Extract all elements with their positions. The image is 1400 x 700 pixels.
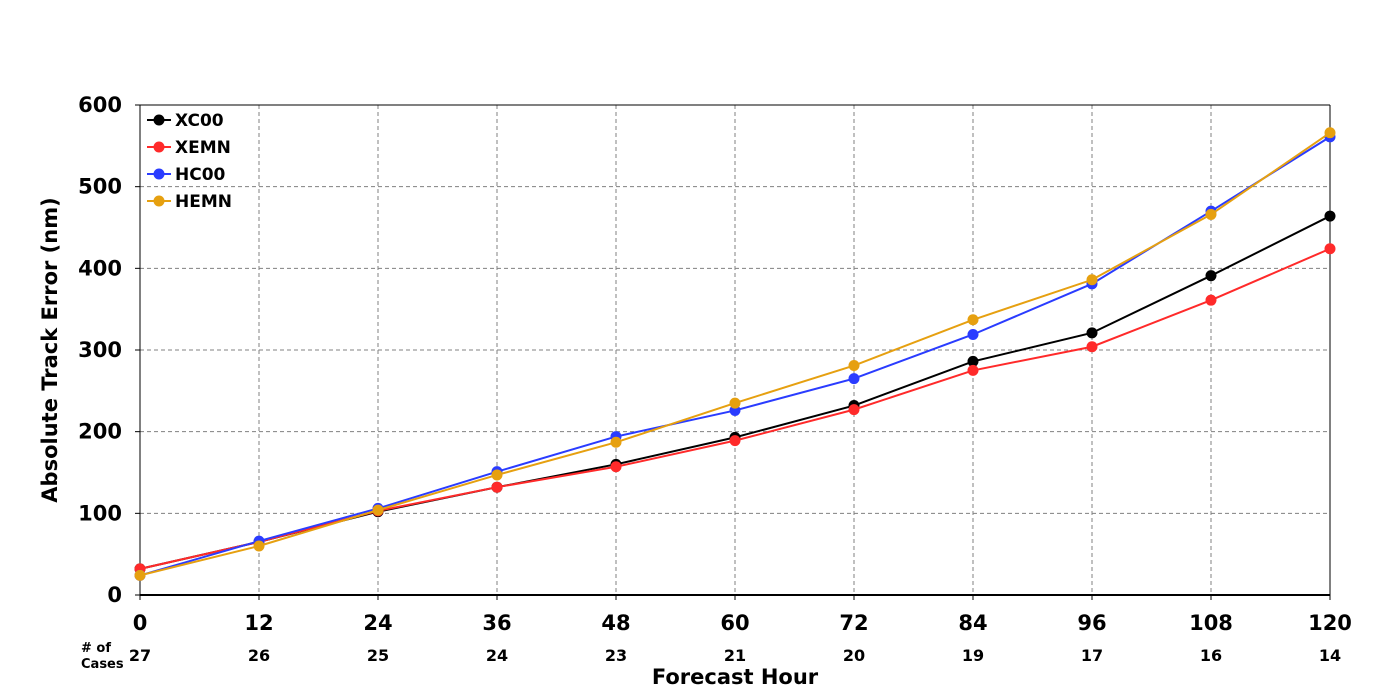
point-xemn-48 <box>610 461 622 473</box>
legend-item-hemn: HEMN <box>147 192 232 212</box>
point-hemn-72 <box>848 360 860 372</box>
case-count-9: 16 <box>1200 646 1222 665</box>
x-axis-title: Forecast Hour <box>652 665 819 689</box>
series-line-hc00 <box>139 136 1331 577</box>
x-tick-label-5: 60 <box>720 611 749 635</box>
point-hemn-0 <box>134 569 146 581</box>
legend-marker-hemn <box>153 195 165 207</box>
legend-item-xemn: XEMN <box>147 138 231 158</box>
y-tick-label-6: 600 <box>78 93 122 117</box>
cases-layer: # of Cases 27 26 25 24 23 21 20 19 17 16 14 <box>81 641 1341 672</box>
grid-layer <box>140 105 1330 595</box>
point-xc00-120 <box>1324 210 1336 222</box>
legend-marker-xemn <box>153 141 165 153</box>
point-xemn-108 <box>1205 294 1217 306</box>
legend: XC00 XEMN HC00 HEMN <box>147 111 232 212</box>
point-xemn-36 <box>491 481 503 493</box>
series-layer <box>134 127 1336 581</box>
legend-label-xemn: XEMN <box>175 138 231 158</box>
x-tick-label-2: 24 <box>363 611 392 635</box>
x-tick-label-3: 36 <box>482 611 511 635</box>
legend-label-xc00: XC00 <box>175 111 224 131</box>
point-xc00-96 <box>1086 327 1098 339</box>
x-tick-label-8: 96 <box>1077 611 1106 635</box>
point-hemn-24 <box>372 504 384 516</box>
y-tick-label-5: 500 <box>78 175 122 199</box>
point-hemn-120 <box>1324 127 1336 139</box>
y-tick-label-3: 300 <box>78 338 122 362</box>
case-count-7: 19 <box>962 646 984 665</box>
legend-marker-xc00 <box>153 114 165 126</box>
point-hemn-108 <box>1205 208 1217 220</box>
x-tick-label-1: 12 <box>244 611 273 635</box>
legend-label-hemn: HEMN <box>175 192 232 212</box>
point-xemn-84 <box>967 364 979 376</box>
point-xemn-72 <box>848 404 860 416</box>
point-xemn-120 <box>1324 243 1336 255</box>
point-xc00-108 <box>1205 270 1217 282</box>
case-count-3: 24 <box>486 646 508 665</box>
y-tick-label-2: 200 <box>78 420 122 444</box>
case-count-8: 17 <box>1081 646 1103 665</box>
legend-item-hc00: HC00 <box>147 165 226 185</box>
case-count-1: 26 <box>248 646 270 665</box>
case-count-4: 23 <box>605 646 627 665</box>
case-count-10: 14 <box>1319 646 1341 665</box>
x-tick-label-0: 0 <box>133 611 148 635</box>
point-hemn-48 <box>610 436 622 448</box>
point-xc00-84 <box>967 355 979 367</box>
x-tick-label-10: 120 <box>1308 611 1352 635</box>
cases-label-line2: Cases <box>81 657 124 672</box>
point-hemn-96 <box>1086 274 1098 286</box>
series-hemn <box>134 127 1336 581</box>
point-hemn-12 <box>253 540 265 552</box>
x-tick-label-6: 72 <box>839 611 868 635</box>
y-tick-label-4: 400 <box>78 256 122 280</box>
point-hemn-60 <box>729 397 741 409</box>
cases-label-line1: # of <box>81 641 111 656</box>
x-tick-label-9: 108 <box>1189 611 1233 635</box>
point-hemn-36 <box>491 469 503 481</box>
x-tick-label-7: 84 <box>958 611 987 635</box>
case-count-0: 27 <box>129 646 151 665</box>
y-tick-label-1: 100 <box>78 501 122 525</box>
point-hc00-84 <box>967 328 979 340</box>
case-count-2: 25 <box>367 646 389 665</box>
ticks-layer: 0 100 200 300 400 500 600 0 12 24 36 48 60 72 84 96 108 1… <box>78 93 1352 635</box>
point-xemn-60 <box>729 435 741 447</box>
legend-label-hc00: HC00 <box>175 165 226 185</box>
legend-item-xc00: XC00 <box>147 111 224 131</box>
legend-marker-hc00 <box>153 168 165 180</box>
point-hc00-72 <box>848 373 860 385</box>
y-axis-title: Absolute Track Error (nm) <box>38 197 62 502</box>
x-tick-label-4: 48 <box>601 611 630 635</box>
point-hemn-84 <box>967 314 979 326</box>
point-xemn-96 <box>1086 341 1098 353</box>
case-count-6: 20 <box>843 646 865 665</box>
case-count-5: 21 <box>724 646 746 665</box>
y-tick-label-0: 0 <box>107 583 122 607</box>
